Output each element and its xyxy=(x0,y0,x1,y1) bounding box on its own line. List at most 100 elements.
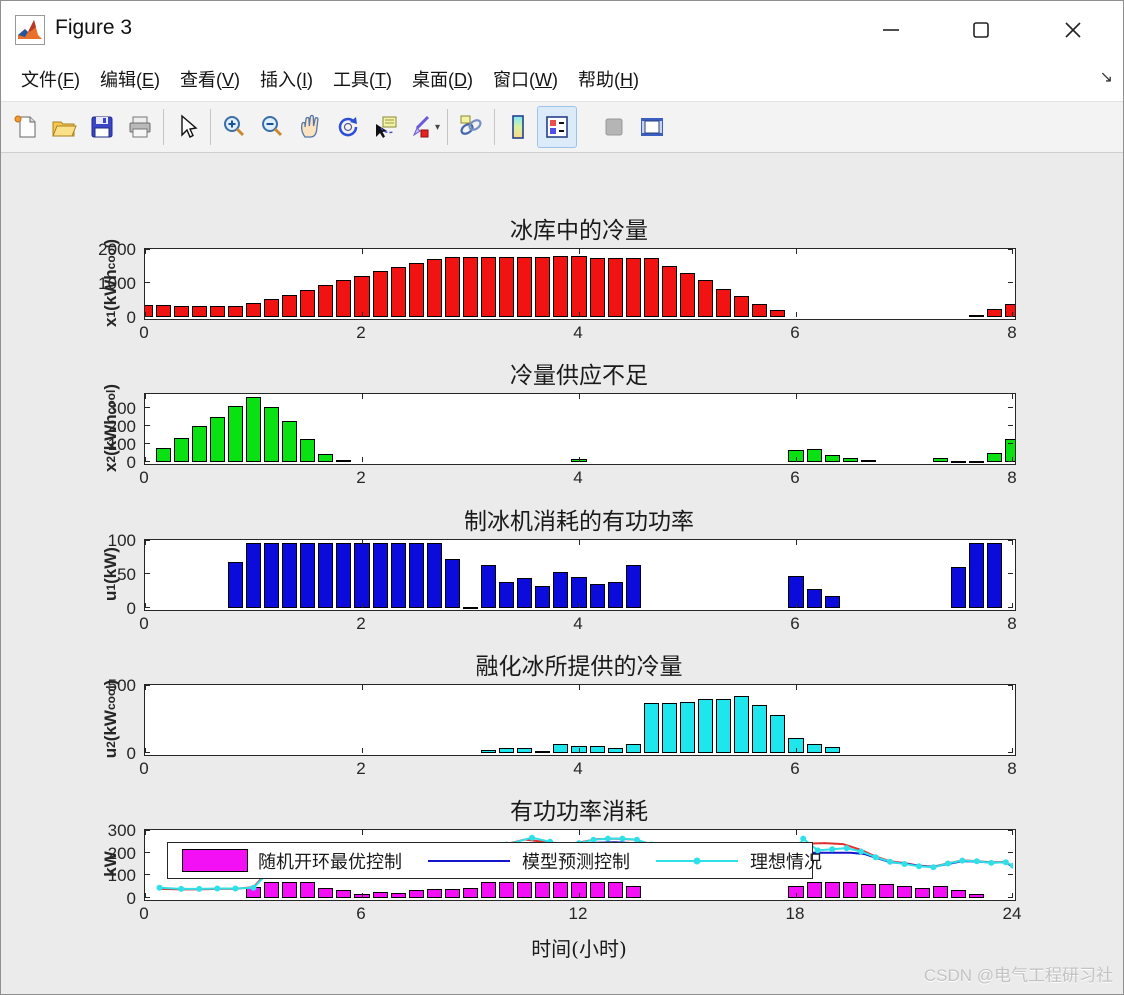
insert-colorbar-button[interactable] xyxy=(499,107,537,147)
bar xyxy=(155,304,171,317)
bar xyxy=(499,881,515,898)
plot-area[interactable] xyxy=(144,393,1016,465)
bar xyxy=(426,259,442,317)
subplot-active-power: 有功功率消耗 kW 随机开环最优控制 模型预测控制 理想情况 时间(小时) 0 6… xyxy=(101,799,1021,961)
menu-v[interactable]: 查看(V) xyxy=(180,70,241,90)
toolbar-separator xyxy=(494,109,495,145)
x-tick-label: 6 xyxy=(356,904,366,923)
bar xyxy=(462,887,479,898)
edit-plot-pointer-button[interactable] xyxy=(168,107,206,147)
tick-mark xyxy=(796,249,797,254)
tick-mark xyxy=(362,312,363,317)
bar xyxy=(734,295,750,317)
toolbar-separator xyxy=(163,109,164,145)
tick-mark xyxy=(1008,540,1013,541)
insert-legend-button[interactable] xyxy=(537,106,577,148)
bar xyxy=(806,744,822,753)
new-figure-button[interactable] xyxy=(7,107,45,147)
tick-mark xyxy=(1012,830,1013,835)
bar xyxy=(444,888,460,898)
dropdown-caret-icon[interactable]: ▾ xyxy=(434,121,441,133)
menu-i[interactable]: 插入(I) xyxy=(260,70,314,90)
zoom-in-button[interactable] xyxy=(215,107,253,147)
x-tick-label: 6 xyxy=(790,468,800,487)
bar xyxy=(625,743,641,753)
plot-area[interactable] xyxy=(144,248,1016,320)
menu-f[interactable]: 文件(F) xyxy=(21,70,80,90)
bar xyxy=(499,256,515,317)
subplot-ice-storage: 冰库中的冷量 x 1 (kWh cool) 0 2 4 6 8 0 1000 2000 xyxy=(98,218,1017,342)
bar xyxy=(643,257,659,317)
plot-area[interactable] xyxy=(144,684,1016,756)
minimize-button[interactable] xyxy=(867,1,915,59)
tick-mark xyxy=(1008,249,1013,250)
tick-mark xyxy=(796,685,797,690)
tick-mark xyxy=(145,424,150,426)
link-plot-button[interactable] xyxy=(452,107,490,147)
bar xyxy=(408,890,424,898)
tick-mark xyxy=(145,249,150,250)
tick-mark xyxy=(1008,282,1013,283)
bar xyxy=(607,881,623,898)
bar xyxy=(860,883,876,898)
data-cursor-button[interactable] xyxy=(367,107,405,147)
legend-label: 随机开环最优控制 xyxy=(258,851,402,873)
tick-mark xyxy=(1008,830,1013,831)
bar xyxy=(553,256,569,317)
menu-h[interactable]: 帮助(H) xyxy=(578,70,640,90)
bar xyxy=(408,262,424,317)
bar xyxy=(535,881,551,898)
tick-mark xyxy=(579,540,580,545)
toolbar: ▾ xyxy=(1,102,1123,153)
bar xyxy=(625,257,641,317)
bar xyxy=(155,448,171,462)
rotate-3d-button[interactable] xyxy=(329,107,367,147)
tick-mark xyxy=(579,394,580,399)
bar xyxy=(951,890,967,898)
bar xyxy=(336,890,352,898)
tick-mark xyxy=(796,748,797,753)
tick-mark xyxy=(145,316,150,317)
tick-mark xyxy=(1008,851,1013,853)
print-button[interactable] xyxy=(121,107,159,147)
bar xyxy=(481,256,497,317)
menu-d[interactable]: 桌面(D) xyxy=(412,70,474,90)
save-button[interactable] xyxy=(83,107,121,147)
bar xyxy=(679,702,696,753)
bar xyxy=(607,581,623,608)
tick-mark xyxy=(1012,249,1013,254)
bar xyxy=(499,748,515,753)
bar xyxy=(499,582,515,608)
close-button[interactable] xyxy=(1049,1,1097,59)
tick-mark xyxy=(579,748,580,753)
maximize-button[interactable] xyxy=(957,1,1005,59)
pan-hand-button[interactable] xyxy=(291,107,329,147)
bar xyxy=(969,893,985,898)
tick-mark xyxy=(362,893,363,898)
bar xyxy=(318,543,334,608)
tick-mark xyxy=(796,457,797,462)
bar xyxy=(824,455,840,462)
zoom-out-button[interactable] xyxy=(253,107,291,147)
bar xyxy=(481,882,497,898)
x-tick-label: 8 xyxy=(1007,468,1017,487)
menu-e[interactable]: 编辑(E) xyxy=(100,70,161,90)
brush-data-button[interactable]: ▾ xyxy=(405,107,443,147)
bar xyxy=(661,266,677,317)
menu-t[interactable]: 工具(T) xyxy=(333,70,393,90)
plot-tools-button[interactable] xyxy=(633,107,671,147)
bar xyxy=(969,543,985,608)
dock-figure-icon[interactable]: ↘ xyxy=(1099,69,1113,86)
bar xyxy=(571,459,587,462)
legend[interactable]: 随机开环最优控制 模型预测控制 理想情况 xyxy=(167,842,822,879)
tick-mark xyxy=(145,394,146,399)
tick-mark xyxy=(145,897,150,898)
bar xyxy=(372,271,388,317)
open-file-button[interactable] xyxy=(45,107,83,147)
x-tick-label: 0 xyxy=(139,468,149,487)
y-tick-label: 200 xyxy=(107,843,136,863)
plot-area[interactable] xyxy=(144,539,1016,611)
bar xyxy=(987,452,1003,462)
menu-w[interactable]: 窗口(W) xyxy=(493,70,559,90)
bar xyxy=(282,881,298,898)
